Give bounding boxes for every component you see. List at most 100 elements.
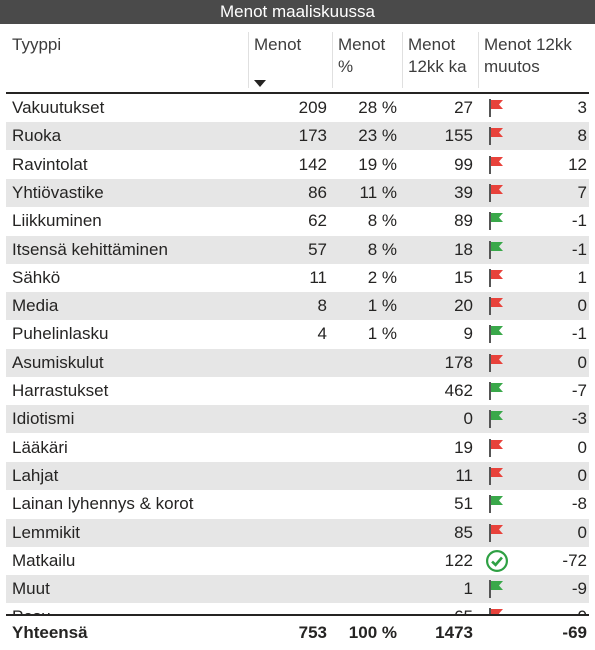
row-change: 0 <box>577 437 587 457</box>
table-row[interactable]: Ravintolat 142 19 % 99 12 <box>6 151 589 179</box>
table-row[interactable]: Idiotismi 0 -3 <box>6 405 589 434</box>
column-header-type[interactable]: Tyyppi <box>12 35 62 54</box>
sort-descending-icon[interactable] <box>254 80 266 87</box>
table-row[interactable]: Matkailu 122 -72 <box>6 547 589 575</box>
row-type: Asumiskulut <box>12 352 104 372</box>
total-change: -69 <box>562 623 587 642</box>
column-header-avg[interactable]: Menot 12kk ka <box>408 34 467 78</box>
row-type: Lahjat <box>12 465 59 485</box>
row-percent: 11 % <box>359 182 398 202</box>
row-avg: 462 <box>444 381 473 400</box>
column-header-change-line1: Menot 12kk <box>484 35 572 54</box>
row-percent: 1 % <box>367 296 397 316</box>
green-flag-icon <box>486 324 506 344</box>
row-change: -1 <box>571 239 587 259</box>
row-type: Puhelinlasku <box>12 324 109 344</box>
table-row[interactable]: Lemmikit 85 0 <box>6 518 589 547</box>
row-avg: 65 <box>454 603 473 614</box>
row-avg: 85 <box>454 522 473 542</box>
red-flag-icon <box>486 438 506 458</box>
row-change: 1 <box>577 267 587 287</box>
row-type: Itsensä kehittäminen <box>12 239 168 259</box>
green-flag-icon <box>486 494 506 514</box>
table-row[interactable]: Itsensä kehittäminen 57 8 % 18 -1 <box>6 235 589 264</box>
row-change: -1 <box>571 211 587 231</box>
total-avg: 1473 <box>435 623 473 642</box>
row-type: Pesu... <box>12 603 65 614</box>
row-avg: 15 <box>454 267 473 287</box>
row-amount: 142 <box>298 154 327 174</box>
row-type: Vakuutukset <box>12 98 105 117</box>
row-avg: 155 <box>444 126 473 146</box>
column-divider[interactable] <box>478 32 479 88</box>
row-type: Sähkö <box>12 267 61 287</box>
check-circle-icon <box>486 549 508 572</box>
table-row[interactable]: Asumiskulut 178 0 <box>6 348 589 377</box>
row-percent: 8 % <box>367 239 397 259</box>
row-avg: 20 <box>454 296 473 316</box>
column-divider[interactable] <box>332 32 333 88</box>
row-avg: 19 <box>454 437 473 457</box>
table-row[interactable]: Pesu... 65 0 <box>6 603 589 614</box>
green-flag-icon <box>486 240 506 260</box>
table-row[interactable]: Lainan lyhennys & korot 51 -8 <box>6 490 589 518</box>
row-percent: 19 % <box>358 154 397 174</box>
row-amount: 8 <box>317 296 327 316</box>
row-type: Yhtiövastike <box>12 182 104 202</box>
table-row[interactable]: Lahjat 11 0 <box>6 461 589 490</box>
table-row[interactable]: Vakuutukset 209 28 % 27 3 <box>6 94 589 122</box>
table-row[interactable]: Harrastukset 462 -7 <box>6 377 589 405</box>
red-flag-icon <box>486 268 506 288</box>
row-type: Matkailu <box>12 550 76 570</box>
red-flag-icon <box>486 353 506 373</box>
row-change: 7 <box>577 182 587 202</box>
row-percent: 1 % <box>367 324 397 344</box>
total-row: Yhteensä 753 100 % 1473 -69 <box>6 614 589 650</box>
row-change: -3 <box>571 409 587 429</box>
table-row[interactable]: Media 8 1 % 20 0 <box>6 292 589 321</box>
column-header-avg-line2: 12kk ka <box>408 57 467 76</box>
table-row[interactable]: Lääkäri 19 0 <box>6 434 589 462</box>
table-row[interactable]: Puhelinlasku 4 1 % 9 -1 <box>6 320 589 348</box>
column-divider[interactable] <box>402 32 403 88</box>
column-divider[interactable] <box>248 32 249 88</box>
row-amount: 62 <box>308 211 327 231</box>
red-flag-icon <box>486 155 506 175</box>
row-type: Ravintolat <box>12 154 88 174</box>
row-amount: 4 <box>317 324 327 344</box>
row-avg: 0 <box>463 409 473 429</box>
table-row[interactable]: Muut 1 -9 <box>6 575 589 604</box>
row-type: Lainan lyhennys & korot <box>12 494 194 514</box>
row-type: Idiotismi <box>12 409 75 429</box>
row-change: 12 <box>568 154 587 174</box>
row-type: Media <box>12 296 59 316</box>
green-flag-icon <box>486 211 506 231</box>
table-row[interactable]: Liikkuminen 62 8 % 89 -1 <box>6 207 589 235</box>
total-label: Yhteensä <box>12 623 88 642</box>
column-header-percent[interactable]: Menot % <box>338 34 385 78</box>
visual-title: Menot maaliskuussa <box>0 0 595 24</box>
row-type: Harrastukset <box>12 381 109 400</box>
row-change: -8 <box>571 494 587 514</box>
row-change: 3 <box>577 98 587 117</box>
row-type: Ruoka <box>12 126 62 146</box>
row-type: Liikkuminen <box>12 211 102 231</box>
row-amount: 11 <box>309 267 327 287</box>
column-header-change[interactable]: Menot 12kk muutos <box>484 34 572 78</box>
table-row[interactable]: Ruoka 173 23 % 155 8 <box>6 122 589 151</box>
row-change: 8 <box>577 126 587 146</box>
row-amount: 209 <box>298 98 327 117</box>
green-flag-icon <box>486 381 506 401</box>
table-body[interactable]: Vakuutukset 209 28 % 27 3 Ruoka 173 23 % 155 8 Rav… <box>0 94 595 614</box>
row-percent: 2 % <box>367 267 397 287</box>
column-header-percent-line1: Menot <box>338 35 386 54</box>
column-header-amount[interactable]: Menot <box>254 35 302 54</box>
table-row[interactable]: Yhtiövastike 86 11 % 39 7 <box>6 178 589 207</box>
table-row[interactable]: Sähkö 11 2 % 15 1 <box>6 264 589 292</box>
total-amount: 753 <box>298 623 327 642</box>
column-header-change-line2: muutos <box>484 57 540 76</box>
row-avg: 9 <box>463 324 473 344</box>
column-header-percent-line2: % <box>338 57 354 76</box>
row-change: 0 <box>578 603 587 614</box>
row-avg: 18 <box>454 239 473 259</box>
